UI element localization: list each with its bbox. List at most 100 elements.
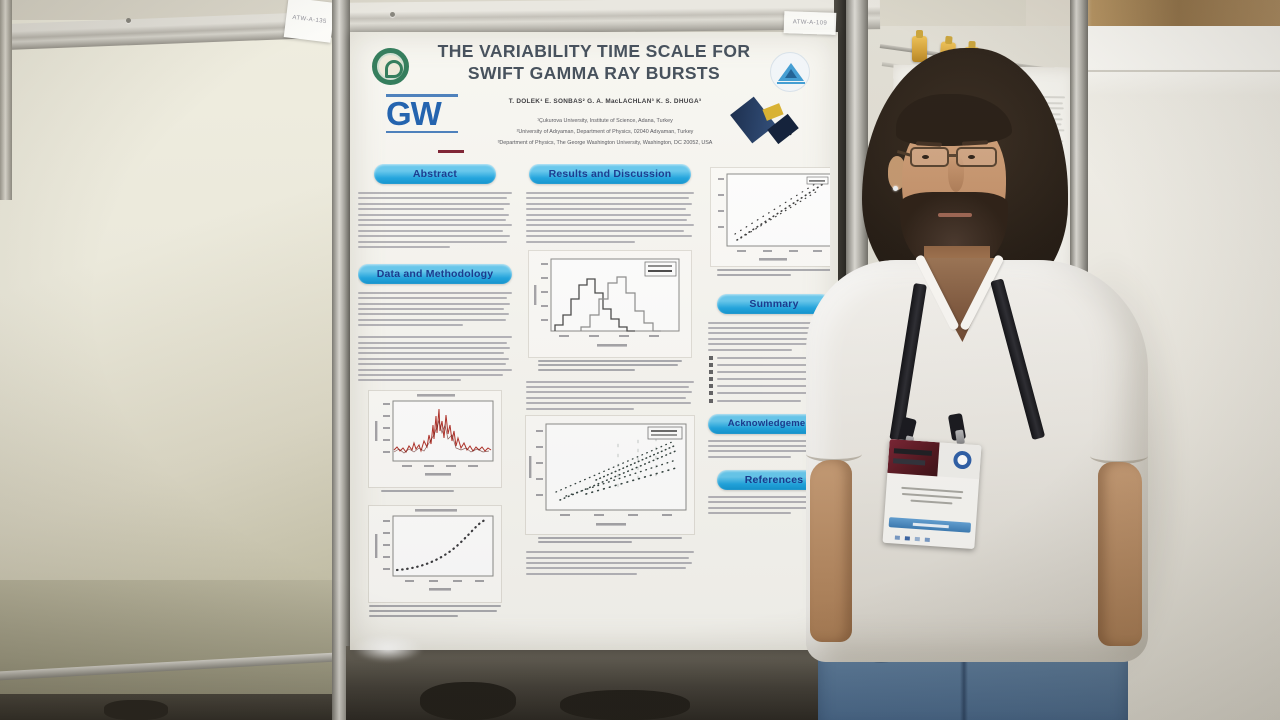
results-text-1 <box>526 192 694 243</box>
person-ear <box>888 156 906 190</box>
blurred-text-line <box>358 308 505 311</box>
blurred-text-line <box>709 355 830 360</box>
blurred-text-line <box>526 402 691 405</box>
right-wall-seam <box>1086 70 1280 72</box>
blurred-text-line <box>358 240 508 243</box>
left-board-tag: ATW-A-135 <box>283 0 336 43</box>
floor-strip <box>0 694 352 720</box>
blurred-text-line <box>901 492 962 500</box>
blurred-text-line <box>708 326 830 329</box>
blurred-text-line <box>526 197 689 200</box>
affiliation-3: ³Department of Physics, The George Washi… <box>497 140 713 146</box>
section-acknowledgements: Acknowledgements <box>708 413 830 434</box>
person-hair-fringe <box>896 94 1012 146</box>
poster: THE VARIABILITY TIME SCALE FOR SWIFT GAM… <box>350 32 838 650</box>
glasses-left-lens <box>910 147 949 167</box>
blurred-text-line <box>526 240 636 243</box>
figure-3-caption <box>537 359 683 371</box>
affiliation-2: ²University of Adıyaman, Department of P… <box>516 129 694 135</box>
blurred-text-line <box>358 235 511 238</box>
poster-title: THE VARIABILITY TIME SCALE FOR SWIFT GAM… <box>428 40 760 84</box>
blurred-text-line <box>358 291 512 294</box>
blurred-text-line <box>526 224 694 227</box>
blurred-text-line <box>358 197 508 200</box>
methodology-text-2 <box>358 336 512 382</box>
methodology-text-1 <box>358 291 512 327</box>
blurred-text-line <box>358 202 511 205</box>
figure-1-caption <box>381 490 489 493</box>
gw-logo: GW <box>386 94 470 134</box>
floor-bag <box>420 682 516 720</box>
person-eye <box>922 155 929 159</box>
blurred-text-line <box>358 245 451 248</box>
blurred-text-line <box>526 407 634 410</box>
blurred-text-line <box>709 398 801 403</box>
section-methodology: Data and Methodology <box>358 263 512 284</box>
badge-footer-marks <box>894 535 930 542</box>
red-accent-dash <box>438 150 464 153</box>
blurred-text-line <box>708 337 830 340</box>
blurred-text-line <box>381 490 455 493</box>
blurred-text-line <box>526 556 689 559</box>
blurred-text-line <box>708 343 830 346</box>
poster-title-line2: SWIFT GAMMA RAY BURSTS <box>467 63 721 83</box>
blurred-text-line <box>526 229 684 232</box>
blurred-text-line <box>709 377 830 382</box>
figure-4-caption <box>537 536 683 544</box>
person-earring <box>893 186 898 191</box>
blurred-text-line <box>526 572 637 575</box>
blurred-text-line <box>526 202 693 205</box>
blurred-text-line <box>526 386 689 389</box>
poster-authors: T. DOLEK¹ E. SONBAS² G. A. MacLACHLAN³ K… <box>508 98 702 105</box>
blurred-text-line <box>358 373 503 376</box>
blurred-text-line <box>708 512 792 515</box>
blurred-text-line <box>709 369 830 374</box>
badge-stripe <box>888 517 972 533</box>
blurred-text-line <box>708 450 830 453</box>
person-nose <box>948 156 964 192</box>
blurred-text-line <box>537 368 635 371</box>
center-board-tag-label: ATW-A-109 <box>792 19 828 27</box>
figure-grb-lightcurve <box>369 391 501 488</box>
left-lower-wall <box>0 556 352 706</box>
blurred-text-line <box>526 391 693 394</box>
rail-screw <box>126 18 131 23</box>
blurred-text-line <box>358 379 462 382</box>
glasses-right-lens <box>956 147 997 167</box>
blurred-text-line <box>358 363 506 366</box>
blurred-text-line <box>358 297 508 300</box>
figure-5-caption <box>717 269 830 276</box>
triangle-logo-icon <box>770 52 810 92</box>
summary-text <box>708 321 830 351</box>
blurred-text-line <box>358 192 512 194</box>
blurred-text-line <box>358 208 505 211</box>
blurred-text-line <box>708 348 793 351</box>
badge-logo-icon <box>952 450 973 470</box>
blurred-text-line <box>537 536 683 539</box>
blurred-text-line <box>526 396 686 399</box>
blurred-text-line <box>368 609 498 612</box>
blurred-text-line <box>717 273 792 276</box>
figure-cumulative-distribution <box>369 506 501 603</box>
person-mouth <box>938 213 972 217</box>
blurred-text-line <box>368 605 502 608</box>
blurred-text-line <box>708 495 830 498</box>
blurred-text-line <box>526 562 693 565</box>
blurred-text-line <box>526 192 694 194</box>
blurred-text-line <box>708 391 830 396</box>
results-text-3 <box>526 551 694 575</box>
acknowledgements-text <box>708 439 830 458</box>
poster-columns: Abstract Data and Methodology <box>358 164 830 646</box>
figure-mvts-scatter <box>526 415 694 534</box>
blurred-text-line <box>708 506 830 509</box>
blurred-text-line <box>358 347 511 350</box>
badge-photo <box>887 438 940 477</box>
section-abstract: Abstract <box>374 164 496 184</box>
blurred-text-line <box>708 455 792 458</box>
blurred-text-line <box>358 318 506 321</box>
blurred-text-line <box>526 567 686 570</box>
blurred-text-line <box>537 364 678 367</box>
poster-glare <box>352 634 424 662</box>
poster-column-3: Summary Acknowledgements References <box>708 164 830 646</box>
blurred-text-line <box>709 384 830 389</box>
